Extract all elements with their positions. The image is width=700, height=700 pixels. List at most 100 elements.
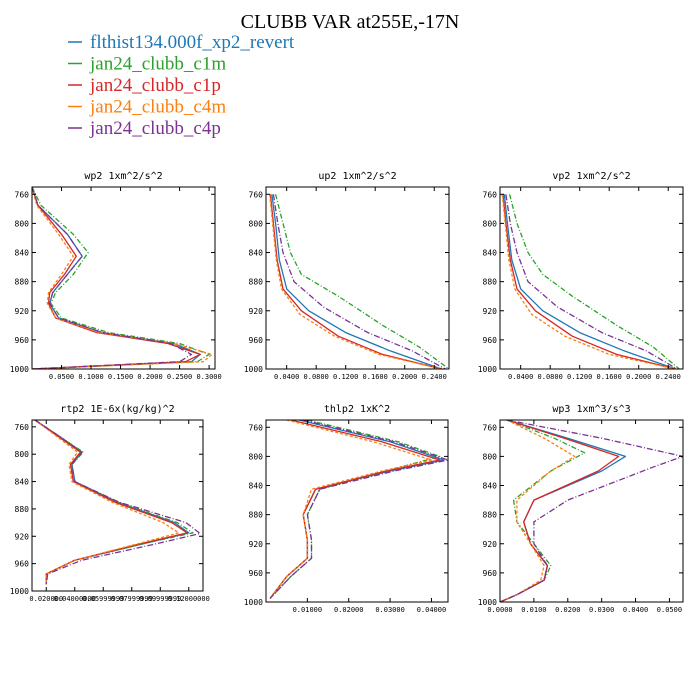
series-line-4: [500, 420, 576, 602]
x-tick-label: 0.0800: [304, 373, 329, 381]
y-tick-label: 880: [483, 278, 498, 287]
x-tick-label: 0.07999999: [111, 595, 153, 603]
panels: wp2 1xm^2/s^2 760 800 840 880 920 960 1000 0.050…: [10, 171, 684, 614]
plot-frame: [499, 419, 684, 603]
y-tick-label: 800: [483, 219, 498, 228]
panel-title: up2 1xm^2/s^2: [318, 171, 396, 182]
series-group: [269, 420, 448, 599]
y-tick-label: 760: [483, 190, 498, 199]
x-tick-label: 0.020000: [29, 595, 63, 603]
y-tick-label: 760: [249, 423, 264, 432]
y-tick-label: 760: [249, 190, 264, 199]
y-tick-label: 920: [15, 532, 30, 541]
x-tick-label: 0.1500: [108, 373, 133, 381]
series-line-3: [269, 194, 442, 369]
series-group: [500, 420, 683, 602]
series-line-3: [502, 194, 676, 369]
panel-2: up2 1xm^2/s^2 760 800 840 880 920 960 1000 0.040…: [244, 171, 450, 381]
figure-title: CLUBB VAR at255E,-17N: [241, 11, 460, 33]
x-tick-label: 0.04000000: [54, 595, 96, 603]
series-line-1: [271, 194, 442, 369]
y-tick-label: 840: [249, 249, 264, 258]
y-tick-label: 800: [15, 219, 30, 228]
plot-frame: [499, 186, 684, 370]
x-tick-label: 0.2500: [167, 373, 192, 381]
panel-6: wp3 1xm^3/s^3 760 800 840 880 920 960 10000.000…: [478, 404, 684, 614]
y-tick-label: 1000: [10, 587, 29, 596]
y-tick-label: 880: [483, 511, 498, 520]
series-line-5: [500, 420, 683, 602]
x-tick-label: 0.0200: [555, 606, 580, 614]
x-tick-label: 0.2000: [626, 373, 651, 381]
y-tick-label: 1000: [478, 365, 497, 374]
x-tick-label: 0.03000: [375, 606, 405, 614]
y-tick-label: 880: [249, 511, 264, 520]
y-tick-label: 760: [15, 190, 30, 199]
y-tick-label: 960: [249, 336, 264, 345]
y-tick-label: 920: [15, 307, 30, 316]
x-tick-label: 0.1600: [363, 373, 388, 381]
panel-title: rtp2 1E-6x(kg/kg)^2: [60, 404, 174, 415]
y-tick-label: 920: [483, 540, 498, 549]
series-group: [34, 420, 201, 585]
y-tick-label: 840: [15, 249, 30, 258]
y-tick-label: 760: [15, 423, 30, 432]
panel-title: wp3 1xm^3/s^3: [552, 404, 630, 415]
series-line-5: [269, 420, 448, 599]
figure-legend: flthist134.000f_xp2_revertjan24_clubb_c1…: [68, 32, 295, 139]
x-tick-label: 0.0100: [521, 606, 546, 614]
plot-frame: [31, 419, 204, 592]
series-line-3: [500, 420, 620, 602]
y-tick-label: 800: [15, 450, 30, 459]
x-tick-label: 0.2000: [137, 373, 162, 381]
series-group: [32, 187, 213, 369]
series-line-4: [34, 420, 180, 585]
y-tick-label: 880: [249, 278, 264, 287]
series-line-4: [269, 420, 433, 599]
series-group: [501, 194, 680, 369]
y-tick-label: 1000: [478, 598, 497, 607]
y-tick-label: 920: [249, 540, 264, 549]
series-line-3: [269, 420, 441, 599]
y-tick-label: 960: [483, 569, 498, 578]
panel-3: vp2 1xm^2/s^2 760 800 840 880 920 960 1000 0.040…: [478, 171, 684, 381]
series-line-2: [32, 187, 210, 369]
panel-1: wp2 1xm^2/s^2 760 800 840 880 920 960 1000 0.050…: [10, 171, 222, 381]
y-tick-label: 760: [483, 423, 498, 432]
x-tick-label: 0.0500: [49, 373, 74, 381]
panel-4: rtp2 1E-6x(kg/kg)^2 760 800 840 880 920 960 100…: [10, 404, 210, 603]
panel-title: thlp2 1xK^2: [324, 404, 390, 415]
series-line-4: [269, 194, 442, 369]
x-tick-label: 0.05999999: [82, 595, 124, 603]
x-tick-label: 0.02000: [334, 606, 364, 614]
y-tick-label: 960: [483, 336, 498, 345]
x-tick-label: 0.12000000: [168, 595, 210, 603]
series-line-2: [508, 194, 680, 369]
x-tick-label: 0.04000: [417, 606, 447, 614]
x-tick-label: 0.1600: [597, 373, 622, 381]
y-tick-label: 920: [483, 307, 498, 316]
series-line-5: [32, 187, 193, 369]
series-group: [269, 194, 449, 369]
panel-title: vp2 1xm^2/s^2: [552, 171, 630, 182]
x-tick-label: 0.2000: [392, 373, 417, 381]
x-tick-label: 0.1200: [567, 373, 592, 381]
y-tick-label: 880: [15, 278, 30, 287]
y-tick-label: 1000: [10, 365, 29, 374]
x-tick-label: 0.1000: [78, 373, 103, 381]
x-tick-label: 0.0400: [508, 373, 533, 381]
y-tick-label: 800: [249, 219, 264, 228]
y-tick-label: 960: [249, 569, 264, 578]
legend-label: flthist134.000f_xp2_revert: [90, 32, 295, 53]
y-tick-label: 840: [15, 478, 30, 487]
series-line-1: [503, 194, 676, 369]
panel-title: wp2 1xm^2/s^2: [84, 171, 162, 182]
y-tick-label: 1000: [244, 365, 263, 374]
plot-frame: [265, 419, 449, 603]
y-tick-label: 800: [483, 452, 498, 461]
x-tick-label: 0.2400: [656, 373, 681, 381]
x-tick-label: 0.0000: [487, 606, 512, 614]
panel-5: thlp2 1xK^2 760 800 840 880 920 960 1000 0.01000…: [244, 404, 449, 614]
